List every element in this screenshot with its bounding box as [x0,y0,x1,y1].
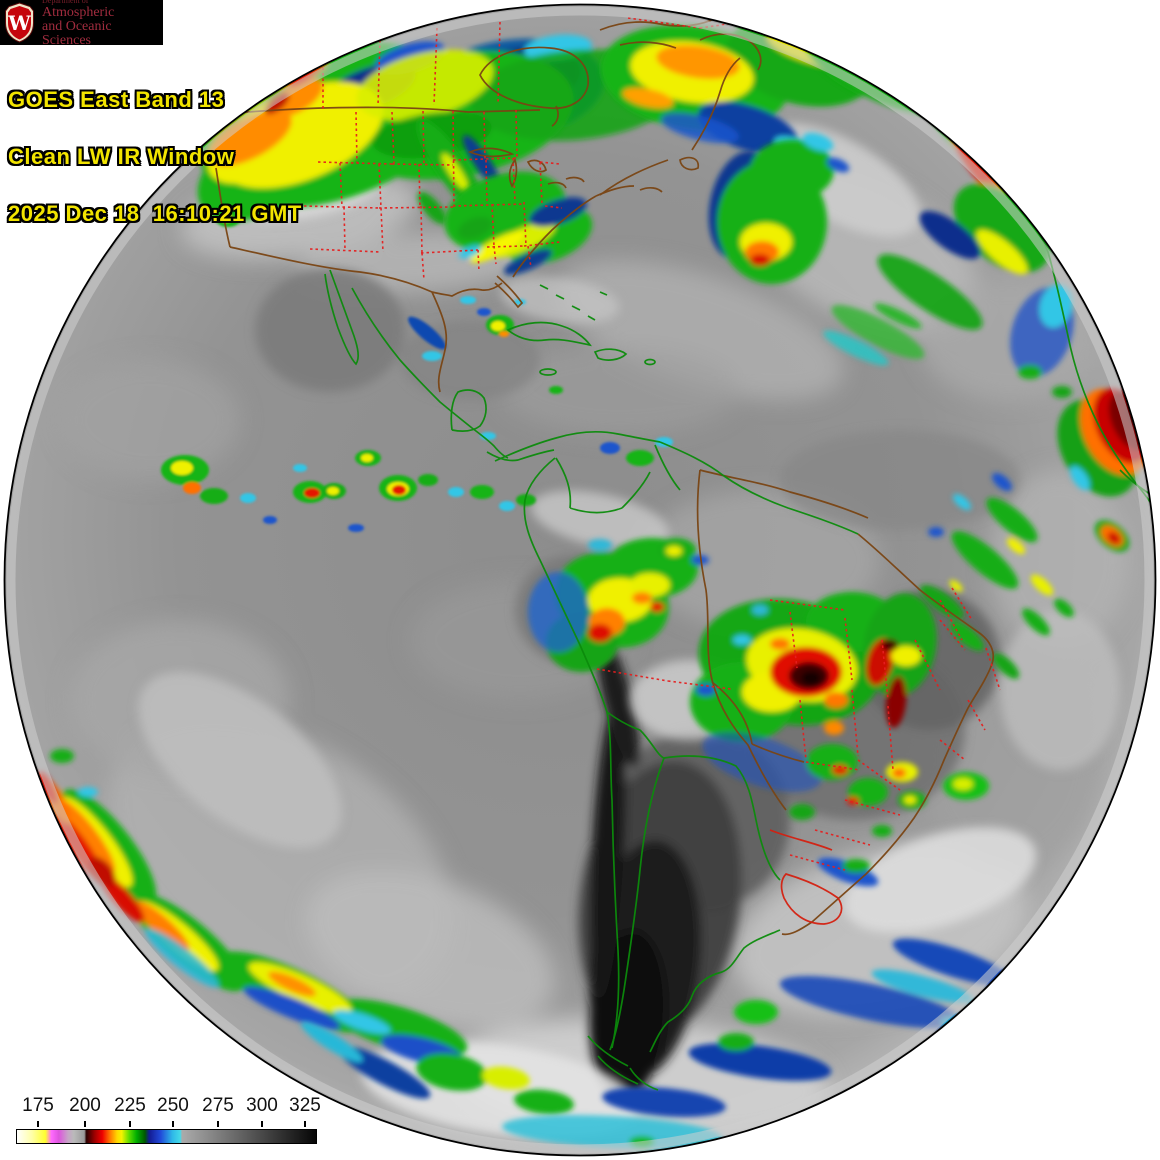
colorbar-tick-mark [37,1121,39,1127]
storm-amazon-central [690,592,937,837]
cells-east-pacific-itcz [161,209,536,532]
cells-gulf-caribbean [408,296,673,466]
storm-peru-amazon-west [528,538,709,672]
logo-text: Department of Atmospheric and Oceanic Sc… [42,0,163,48]
colorbar-tick-label: 200 [69,1095,101,1116]
colorbar-tick-label: 175 [22,1095,54,1116]
uw-aos-logo: W Department of Atmospheric and Oceanic … [0,0,163,48]
map-uruguay-red [769,829,843,925]
colorbar-tick-label: 225 [114,1095,146,1116]
logo-department-line: Department of [42,0,89,5]
image-annotation-block: GOES East Band 13 Clean LW IR Window 202… [8,53,302,242]
title-timestamp: 2025 Dec 18 16:10:21 GMT [8,201,302,226]
storm-atlantic-itcz [920,473,1130,679]
colorbar-tick-label: 325 [289,1095,321,1116]
map-borders-brown [203,17,995,936]
storm-sepacific-front [38,749,574,1115]
title-satellite-band: GOES East Band 13 [8,87,225,112]
earth-limb-outline [3,3,1157,1157]
map-state-borders-red [303,17,1001,871]
limb-brightening-ring [6,6,1154,1154]
storm-southeast-us [444,171,593,275]
colorbar-tick-mark [217,1121,219,1127]
colorbar-tick-mark [261,1121,263,1127]
colorbar-tick-mark [84,1121,86,1127]
colorbar-tick-label: 300 [246,1095,278,1116]
colorbar-tick-mark [172,1121,174,1127]
colorbar-gradient [16,1129,317,1144]
colorbar-tick-label: 250 [157,1095,189,1116]
svg-text:W: W [7,11,31,35]
logo-name-line1: Atmospheric [42,5,115,20]
temperature-colorbar: 175 200 225 250 275 300 325 [0,1090,340,1160]
logo-name-line2: and Oceanic Sciences [42,19,112,48]
colorbar-tick-mark [129,1121,131,1127]
storm-mid-atlantic [708,132,850,284]
title-channel-name: Clean LW IR Window [8,144,235,169]
colorbar-tick-mark [304,1121,306,1127]
colorbar-tick-label: 275 [202,1095,234,1116]
uw-crest-icon: W [5,2,34,43]
